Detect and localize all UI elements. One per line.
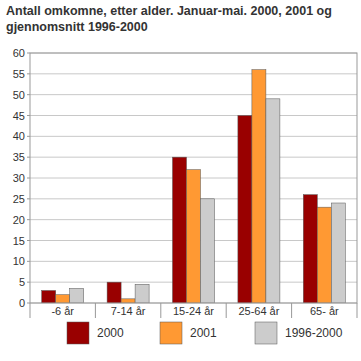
legend-label: 2001: [190, 326, 217, 340]
bar: [173, 157, 187, 303]
bar: [317, 207, 331, 303]
category-label: -6 år: [51, 305, 74, 317]
tick-label: 5: [19, 276, 25, 288]
bar: [56, 295, 70, 303]
plot-area: [30, 53, 357, 303]
bar: [121, 299, 135, 303]
tick-label: 30: [13, 172, 25, 184]
chart-svg: 0 5 10 15 20 25 30 35 40 45 50 55 60 -6 år 7-14 år 15-2…: [0, 0, 361, 361]
bar: [107, 282, 121, 303]
bar: [201, 199, 215, 303]
grid-line: [30, 73, 357, 74]
tick-label: 55: [13, 68, 25, 80]
legend-label: 1996-2000: [285, 326, 343, 340]
grid-line: [30, 115, 357, 116]
tick-label: 50: [13, 89, 25, 101]
bar: [331, 203, 345, 303]
plot-frame: [30, 53, 357, 303]
legend-swatch: [67, 322, 89, 344]
bar: [303, 195, 317, 303]
grid-line: [30, 136, 357, 137]
tick-label: 25: [13, 193, 25, 205]
bar: [70, 288, 84, 303]
legend-swatch: [160, 322, 182, 344]
category-separator: [357, 303, 358, 318]
category-label: 15-24 år: [173, 305, 214, 317]
category-label: 7-14 år: [111, 305, 146, 317]
tick-label: 40: [13, 130, 25, 142]
grid-line: [30, 157, 357, 158]
category-separator: [160, 303, 161, 318]
bar: [135, 284, 149, 303]
tick-label: 60: [13, 47, 25, 59]
bar: [266, 99, 280, 303]
bar: [42, 291, 56, 304]
tick-label: 45: [13, 110, 25, 122]
tick-label: 35: [13, 151, 25, 163]
chart: Antall omkomne, etter alder. Januar-mai.…: [0, 0, 361, 361]
legend-swatch: [255, 322, 277, 344]
category-separator: [30, 303, 31, 318]
category-separator: [291, 303, 292, 318]
bar: [252, 70, 266, 303]
title: Antall omkomne, etter alder. Januar-mai.…: [6, 3, 351, 35]
tick-label: 20: [13, 214, 25, 226]
tick-label: 0: [19, 297, 25, 309]
category-separator: [226, 303, 227, 318]
category-label: 25-64 år: [238, 305, 279, 317]
bar: [238, 116, 252, 304]
legend-label: 2000: [97, 326, 124, 340]
bar: [187, 170, 201, 303]
tick-label: 10: [13, 255, 25, 267]
category-label: 65- år: [310, 305, 339, 317]
tick-label: 15: [13, 235, 25, 247]
category-separator: [95, 303, 96, 318]
bars: [42, 70, 346, 303]
grid-line: [30, 94, 357, 95]
